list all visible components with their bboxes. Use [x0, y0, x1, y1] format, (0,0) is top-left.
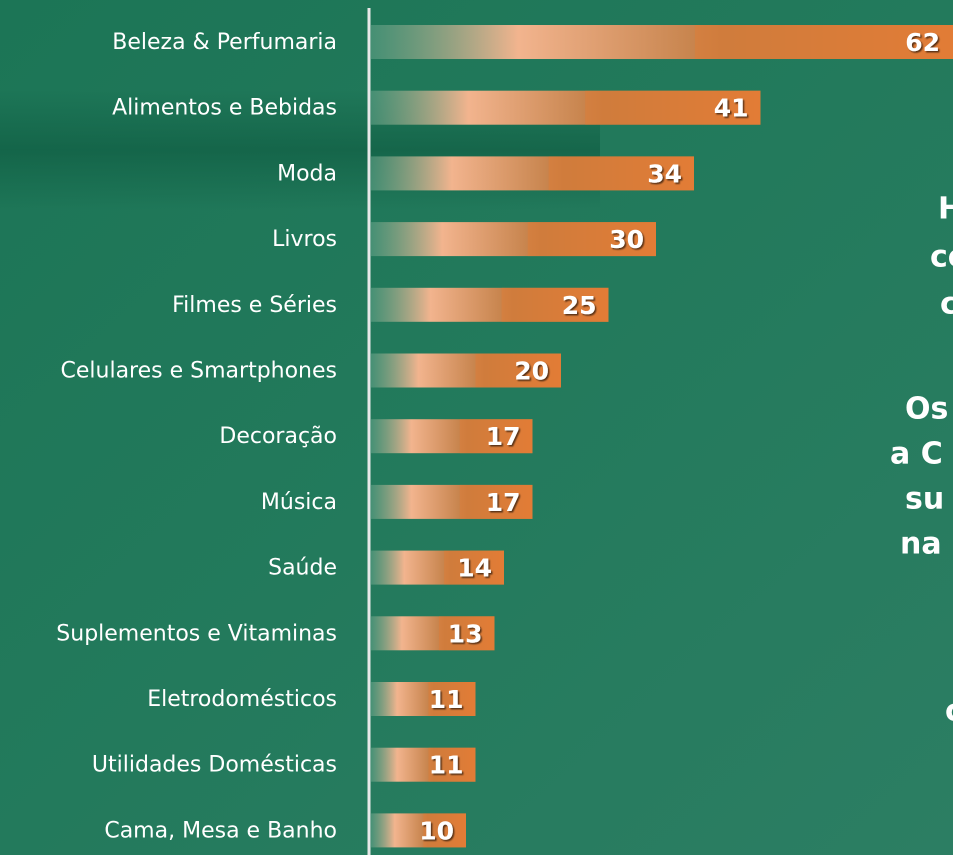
annotation-fragment: a C	[890, 437, 943, 472]
value-label: 17	[486, 422, 521, 451]
annotation-fragment: su	[905, 482, 944, 517]
annotation-fragment: H	[938, 192, 953, 227]
value-label: 11	[429, 685, 464, 714]
bar-tint	[459, 484, 533, 519]
bar-tint	[438, 616, 495, 651]
value-label: 62	[905, 28, 940, 57]
annotation-fragment: na	[900, 527, 942, 562]
category-label: Livros	[272, 227, 337, 252]
bar-tint	[423, 813, 466, 848]
annotation-fragment: c	[945, 694, 953, 729]
category-label: Cama, Mesa e Banho	[104, 818, 337, 843]
bar-tint	[585, 90, 761, 125]
value-label: 41	[714, 94, 749, 123]
category-label: Eletrodomésticos	[147, 687, 337, 712]
value-label: 34	[647, 159, 682, 188]
value-label: 13	[448, 619, 483, 648]
annotation-fragment: Os	[905, 392, 948, 427]
bar-tint	[444, 550, 504, 585]
category-label: Beleza & Perfumaria	[112, 30, 337, 55]
category-label: Música	[261, 490, 337, 515]
value-label: 25	[562, 291, 597, 320]
value-label: 14	[457, 554, 492, 583]
bar-tint	[475, 353, 561, 388]
bar-tint	[548, 156, 694, 191]
value-label: 10	[419, 816, 454, 845]
value-label: 17	[486, 488, 521, 517]
category-label: Alimentos e Bebidas	[112, 96, 337, 121]
category-label: Saúde	[268, 556, 337, 581]
annotation-fragment: co	[930, 240, 953, 275]
bar-tint	[428, 747, 476, 782]
annotation-fragment: c	[940, 287, 953, 322]
bar-tint	[527, 222, 656, 257]
value-label: 20	[514, 357, 549, 386]
bar-tint	[459, 419, 533, 454]
bar-tint	[501, 287, 609, 322]
bar-tint	[694, 25, 953, 59]
category-label: Decoração	[219, 424, 337, 449]
value-label: 30	[609, 225, 644, 254]
category-label: Celulares e Smartphones	[61, 359, 337, 384]
category-label: Suplementos e Vitaminas	[56, 621, 337, 646]
category-label: Moda	[277, 161, 337, 186]
category-label: Utilidades Domésticas	[92, 753, 337, 778]
value-label: 11	[429, 751, 464, 780]
bar-tint	[428, 682, 476, 716]
category-label: Filmes e Séries	[172, 293, 337, 318]
